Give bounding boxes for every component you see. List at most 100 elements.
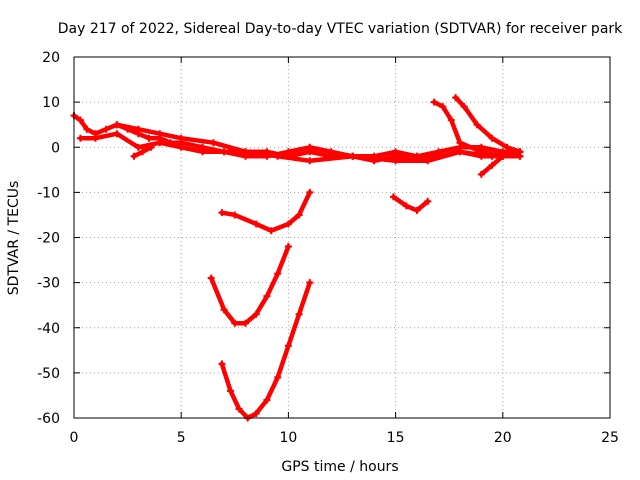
- data-point: [134, 125, 142, 133]
- data-point: [516, 148, 524, 156]
- data-point: [156, 130, 164, 138]
- data-point: [177, 143, 185, 151]
- data-point: [389, 193, 397, 201]
- x-tick-label: 0: [70, 430, 79, 446]
- data-point: [199, 148, 207, 156]
- data-point: [456, 139, 464, 147]
- data-point: [147, 143, 155, 151]
- data-point: [488, 161, 496, 169]
- data-point: [231, 211, 239, 219]
- y-tick-label: 20: [42, 50, 60, 66]
- data-point: [218, 209, 226, 217]
- data-point: [434, 148, 442, 156]
- data-point: [510, 148, 518, 156]
- data-point: [267, 227, 275, 235]
- y-axis-label: SDTVAR / TECUs: [6, 181, 22, 296]
- data-point: [274, 152, 282, 160]
- data-point: [456, 148, 464, 156]
- y-tick-label: -60: [37, 411, 60, 427]
- data-point: [113, 130, 121, 138]
- data-point: [306, 143, 314, 151]
- data-point: [284, 243, 292, 251]
- data-point: [209, 139, 217, 147]
- ticks: 0 5 10 15 20 25 20 10 0 -10 -20 -30 -40 -50 -60: [37, 50, 619, 446]
- data-point: [284, 342, 292, 350]
- y-tick-label: -30: [37, 276, 60, 292]
- series-line-9: [208, 244, 291, 326]
- data-point: [134, 143, 142, 151]
- data-point: [424, 197, 432, 205]
- data-point: [220, 148, 228, 156]
- data-point: [252, 220, 260, 228]
- y-tick-label: -40: [37, 321, 60, 337]
- data-point: [235, 405, 243, 413]
- series-line-6: [479, 149, 516, 177]
- data-point: [263, 292, 271, 300]
- data-point: [83, 125, 91, 133]
- data-point: [477, 170, 485, 178]
- data-point: [227, 387, 235, 395]
- data-point: [113, 121, 121, 129]
- x-tick-label: 25: [601, 430, 619, 446]
- data-point: [424, 157, 432, 165]
- series-line-7: [391, 194, 431, 213]
- data-point: [488, 134, 496, 142]
- data-point: [76, 134, 84, 142]
- data-point: [274, 270, 282, 278]
- data-point: [295, 310, 303, 318]
- data-point: [503, 143, 511, 151]
- data-point: [207, 274, 215, 282]
- chart-title: Day 217 of 2022, Sidereal Day-to-day VTE…: [58, 21, 623, 37]
- data-point: [252, 310, 260, 318]
- data-point: [231, 319, 239, 327]
- data-point: [413, 206, 421, 214]
- data-point: [177, 134, 185, 142]
- data-point: [139, 148, 147, 156]
- data-point: [284, 148, 292, 156]
- data-point: [306, 279, 314, 287]
- data-point: [130, 152, 138, 160]
- data-point: [306, 157, 314, 165]
- data-point: [460, 103, 468, 111]
- grid: [74, 57, 610, 418]
- data-point: [76, 116, 84, 124]
- data-point: [102, 125, 110, 133]
- data-point: [392, 148, 400, 156]
- data-point: [477, 148, 485, 156]
- series-layer: [70, 94, 524, 422]
- data-point: [402, 202, 410, 210]
- x-tick-label: 15: [387, 430, 405, 446]
- data-point: [145, 134, 153, 142]
- data-point: [274, 373, 282, 381]
- data-point: [439, 103, 447, 111]
- series-line-10: [219, 280, 313, 421]
- data-point: [156, 139, 164, 147]
- data-point: [220, 306, 228, 314]
- data-point: [452, 94, 460, 102]
- data-point: [218, 360, 226, 368]
- y-tick-label: -10: [37, 185, 60, 201]
- data-point: [306, 188, 314, 196]
- y-tick-label: -50: [37, 366, 60, 382]
- data-point: [263, 396, 271, 404]
- x-axis-label: GPS time / hours: [281, 459, 398, 475]
- data-point: [91, 134, 99, 142]
- x-tick-label: 20: [494, 430, 512, 446]
- x-tick-label: 5: [177, 430, 186, 446]
- data-point: [284, 220, 292, 228]
- data-point: [447, 116, 455, 124]
- data-point: [295, 211, 303, 219]
- y-tick-label: 10: [42, 95, 60, 111]
- data-point: [392, 157, 400, 165]
- y-tick-label: -20: [37, 231, 60, 247]
- y-tick-label: 0: [51, 140, 60, 156]
- data-point: [327, 148, 335, 156]
- data-point: [499, 152, 507, 160]
- data-point: [252, 409, 260, 417]
- data-point: [242, 319, 250, 327]
- series-line-2: [114, 122, 523, 164]
- data-point: [473, 121, 481, 129]
- data-point: [349, 152, 357, 160]
- series-line-1: [78, 131, 523, 159]
